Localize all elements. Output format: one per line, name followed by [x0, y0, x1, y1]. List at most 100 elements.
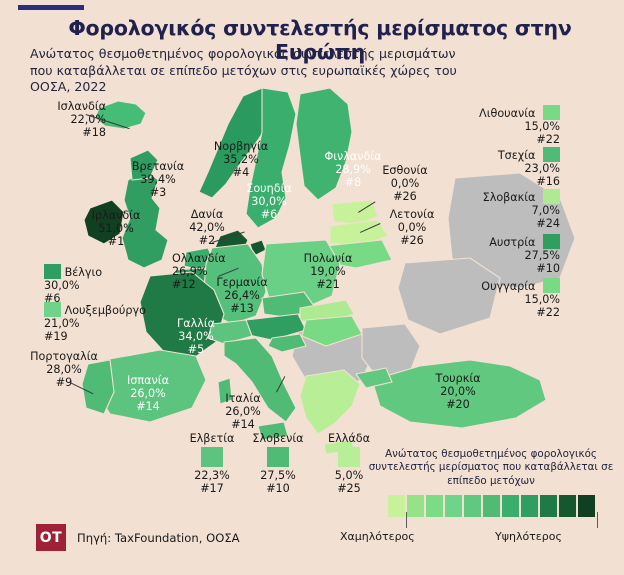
legend-tick-low: [406, 512, 407, 528]
ramp-step-1: [387, 495, 405, 518]
label-slovakia: Σλοβακία 7,0% #24: [452, 189, 560, 230]
legend-high-label: Υψηλότερος: [495, 530, 562, 543]
legend-tick-high: [597, 512, 598, 528]
label-norway-value: 35,2%: [223, 152, 259, 166]
accent-bar: [18, 5, 84, 10]
label-greece-value: 5,0%: [334, 468, 364, 482]
country-sardinia: [217, 377, 233, 405]
label-italy: Ιταλία 26,0% #14: [210, 392, 276, 431]
label-slovenia: Σλοβενία 27,5% #10: [240, 432, 316, 495]
country-uk-scot: [129, 149, 159, 181]
label-switzerland: Ελβετία 22,3% #17: [176, 432, 248, 495]
region-no-data-ua: [397, 257, 501, 335]
swatch-czechia: [543, 147, 560, 162]
label-czechia-value: 23,0%: [524, 162, 560, 175]
ramp-step-9: [539, 495, 557, 518]
label-slovakia-value: 7,0%: [531, 204, 560, 217]
label-germany-rank: #13: [230, 301, 254, 315]
label-spain-name: Ισπανία: [127, 374, 169, 387]
label-germany-value: 26,4%: [224, 288, 260, 302]
label-netherlands: Ολλανδία 26,9% #12: [172, 252, 226, 291]
ramp-step-4: [444, 495, 462, 518]
country-poland: [261, 239, 341, 311]
swatch-slovenia: [267, 446, 289, 467]
label-denmark: Δανία 42,0% #2: [176, 208, 238, 247]
label-italy-name: Ιταλία: [225, 392, 261, 405]
label-lithuania-value: 15,0%: [524, 120, 560, 133]
label-ireland: Ιρλανδία 51,0% #1: [74, 209, 158, 248]
label-latvia: Λετονία 0,0% #26: [376, 208, 448, 247]
label-iceland-name: Ισλανδία: [57, 100, 106, 113]
label-austria-rank: #10: [536, 261, 560, 275]
label-france: Γαλλία 34,0% #5: [160, 317, 232, 356]
label-netherlands-name: Ολλανδία: [172, 252, 226, 265]
label-austria-name: Αυστρία: [489, 236, 536, 249]
country-sweden: [245, 88, 297, 229]
label-denmark-rank: #2: [198, 233, 216, 247]
label-belgium-rank: #6: [44, 291, 61, 305]
label-france-rank: #5: [187, 342, 205, 356]
label-lithuania-rank: #22: [536, 132, 560, 146]
label-germany: Γερμανία 26,4% #13: [198, 276, 286, 315]
label-italy-rank: #14: [231, 417, 255, 431]
country-hungary: [301, 315, 363, 347]
label-denmark-name: Δανία: [190, 208, 224, 221]
label-estonia: Εσθονία 0,0% #26: [372, 164, 438, 203]
label-spain-value: 26,0%: [130, 386, 166, 400]
country-uk: [121, 169, 169, 269]
country-turkey-thrace: [355, 367, 393, 389]
label-luxembourg-value: 21,0%: [44, 317, 80, 330]
label-slovenia-rank: #10: [266, 481, 290, 495]
label-poland: Πολωνία 19,0% #21: [290, 252, 366, 291]
ramp-step-2: [406, 495, 424, 518]
ramp-step-3: [425, 495, 443, 518]
ramp-step-10: [558, 495, 576, 518]
label-uk-name: Βρετανία: [131, 160, 185, 173]
label-latvia-rank: #26: [400, 233, 424, 247]
label-portugal-name: Πορτογαλία: [30, 350, 98, 363]
label-turkey-rank: #20: [446, 397, 470, 411]
label-slovenia-value: 27,5%: [260, 468, 296, 482]
label-latvia-name: Λετονία: [389, 208, 435, 221]
source-text: Πηγή: TaxFoundation, ΟΟΣΑ: [77, 530, 240, 545]
label-france-value: 34,0%: [178, 329, 214, 343]
label-sweden-name: Σουηδία: [246, 182, 292, 195]
label-germany-name: Γερμανία: [216, 276, 268, 289]
label-portugal-rank: #9: [55, 375, 73, 389]
label-belgium-value: 30,0%: [44, 279, 80, 292]
label-spain-rank: #14: [136, 399, 160, 413]
swatch-hungary: [543, 278, 560, 293]
label-spain: Ισπανία 26,0% #14: [108, 374, 188, 413]
label-switzerland-name: Ελβετία: [189, 432, 235, 445]
label-hungary-value: 15,0%: [524, 293, 560, 306]
country-turkey: [371, 359, 547, 429]
label-portugal: Πορτογαλία 28,0% #9: [18, 350, 110, 389]
label-portugal-value: 28,0%: [46, 362, 82, 376]
swatch-belgium: [44, 264, 61, 279]
country-italy-sicily: [257, 421, 289, 441]
label-austria: Αυστρία 27,5% #10: [452, 234, 560, 275]
label-iceland: Ισλανδία 22,0% #18: [36, 100, 106, 139]
label-luxembourg-rank: #19: [44, 329, 68, 343]
label-netherlands-value: 26,9%: [172, 264, 208, 278]
label-lithuania-name: Λιθουανία: [479, 107, 536, 120]
label-finland-name: Φινλανδία: [324, 150, 382, 163]
legend-caption: Ανώτατος θεσμοθετημένος φορολογικός συντ…: [368, 448, 614, 487]
label-hungary-rank: #22: [536, 305, 560, 319]
label-poland-value: 19,0%: [310, 264, 346, 278]
country-portugal: [81, 359, 115, 415]
country-slovenia: [267, 333, 307, 353]
label-latvia-value: 0,0%: [397, 220, 427, 234]
label-iceland-value: 22,0%: [70, 112, 106, 126]
swatch-lithuania: [543, 105, 560, 120]
label-estonia-name: Εσθονία: [382, 164, 428, 177]
label-denmark-value: 42,0%: [189, 220, 225, 234]
label-norway-rank: #4: [232, 165, 250, 179]
label-ireland-name: Ιρλανδία: [91, 209, 141, 222]
label-finland: Φινλανδία 28,9% #8: [316, 150, 390, 189]
label-hungary-name: Ουγγαρία: [481, 280, 536, 293]
label-luxembourg-name: Λουξεμβούργο: [64, 304, 146, 317]
label-switzerland-rank: #17: [200, 481, 224, 495]
label-greece-rank: #25: [337, 481, 361, 495]
